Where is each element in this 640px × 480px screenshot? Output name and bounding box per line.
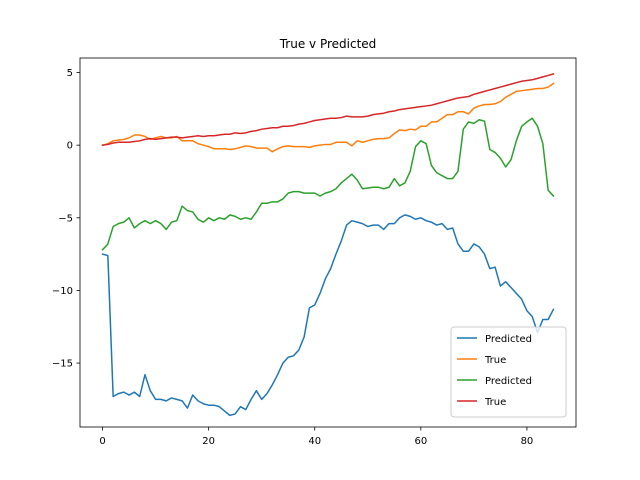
legend-label: Predicted — [485, 334, 532, 345]
x-tick-label: 0 — [99, 436, 105, 447]
legend-label: Predicted — [485, 376, 532, 387]
legend-box — [450, 326, 567, 418]
x-tick-label: 80 — [521, 436, 534, 447]
series-line-0-predicted — [101, 214, 555, 417]
y-tick-label: −15 — [52, 359, 73, 370]
series-layer — [101, 73, 555, 417]
x-tick-label: 20 — [202, 436, 215, 447]
y-axis: 5 0 −5 −10 −15 — [52, 68, 80, 370]
legend: Predicted True Predicted True — [450, 326, 567, 418]
y-tick-label: −5 — [58, 213, 73, 224]
y-tick-label: 0 — [67, 141, 73, 152]
x-axis: 0 20 40 60 80 — [99, 427, 533, 447]
series-line-2-predicted — [101, 117, 555, 251]
plot-frame — [79, 57, 577, 428]
y-tick-label: 5 — [67, 68, 73, 79]
legend-label: True — [484, 355, 506, 366]
x-tick-label: 60 — [414, 436, 427, 447]
series-line-3-true — [101, 73, 555, 147]
y-tick-label: −10 — [52, 286, 73, 297]
x-tick-label: 40 — [308, 436, 321, 447]
chart-title: True v Predicted — [279, 37, 377, 51]
legend-label: True — [484, 397, 506, 408]
